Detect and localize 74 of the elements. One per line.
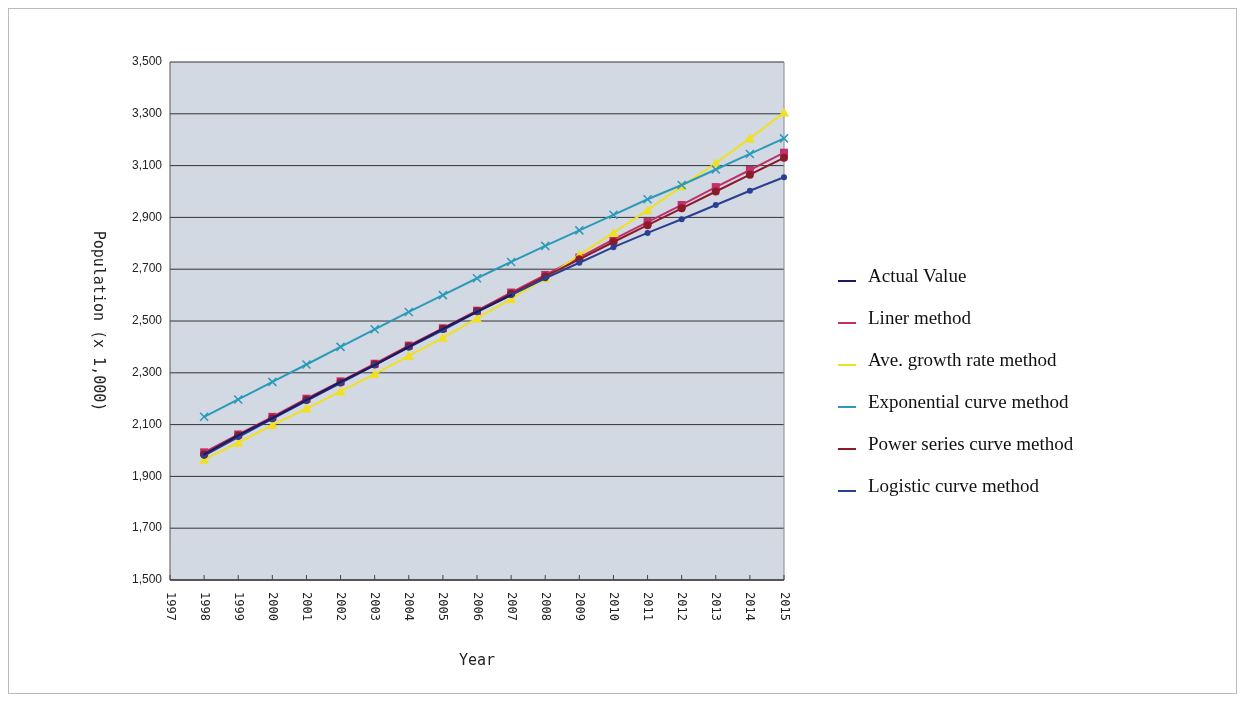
y-tick-label: 3,100 — [131, 157, 163, 172]
x-tick-label: 2012 — [675, 592, 690, 621]
x-tick-label: 2006 — [470, 592, 485, 621]
y-tick-label: 1,500 — [131, 572, 163, 587]
x-tick-label: 2003 — [368, 592, 383, 621]
point — [711, 187, 720, 196]
point — [780, 153, 788, 162]
point — [781, 174, 787, 181]
x-tick-label: 2009 — [572, 592, 587, 621]
point — [745, 149, 755, 159]
point — [267, 377, 278, 387]
point — [644, 229, 651, 236]
point — [608, 210, 619, 220]
x-tick-label: 2008 — [538, 592, 553, 621]
point — [712, 201, 719, 208]
point — [746, 187, 753, 194]
x-tick-label: 2007 — [504, 592, 519, 621]
point — [404, 307, 414, 317]
point — [642, 194, 653, 205]
x-tick-label: 1999 — [231, 592, 246, 621]
point — [678, 216, 685, 223]
point — [574, 225, 585, 236]
x-tick-label: 2004 — [402, 592, 417, 621]
point — [199, 412, 209, 422]
legend-label: Ave. growth rate method — [868, 349, 1058, 371]
y-tick-label: 1,900 — [131, 468, 163, 483]
legend-label: Liner method — [868, 307, 972, 329]
point — [677, 204, 686, 213]
x-tick-label: 2014 — [743, 592, 758, 621]
y-tick-label: 2,500 — [131, 313, 163, 328]
legend-label: Logistic curve method — [868, 475, 1040, 497]
y-tick-label: 3,300 — [131, 105, 163, 120]
x-tick-label: 2011 — [641, 592, 656, 621]
y-tick-label: 3,500 — [131, 54, 163, 69]
y-tick-label: 2,300 — [131, 364, 163, 379]
point — [301, 359, 312, 370]
x-tick-label: 2005 — [436, 592, 451, 621]
point — [403, 350, 414, 360]
x-tick-label: 2000 — [265, 592, 280, 621]
x-tick-label: 1998 — [197, 592, 212, 621]
x-tick-label: 2015 — [777, 592, 792, 621]
point — [745, 170, 754, 179]
y-tick-label: 2,100 — [131, 416, 163, 431]
legend-label: Power series curve method — [868, 433, 1074, 455]
point — [576, 259, 583, 266]
x-tick-label: 1997 — [163, 592, 178, 621]
point — [779, 107, 789, 117]
point — [369, 369, 380, 379]
point — [438, 290, 448, 300]
point — [642, 205, 653, 215]
point — [711, 164, 721, 175]
point — [369, 324, 380, 335]
y-tick-label: 2,700 — [131, 261, 163, 276]
point — [779, 133, 789, 144]
x-tick-label: 2002 — [334, 592, 349, 621]
point — [472, 273, 482, 284]
y-tick-label: 2,900 — [131, 209, 163, 224]
point — [233, 394, 243, 405]
point — [610, 244, 617, 251]
point — [301, 403, 312, 413]
point — [506, 257, 516, 267]
y-tick-label: 1,700 — [131, 520, 163, 535]
point — [540, 241, 550, 251]
x-tick-label: 2010 — [606, 592, 621, 621]
x-axis-title: Year — [458, 651, 496, 669]
legend-label: Exponential curve method — [868, 391, 1069, 413]
point — [608, 227, 619, 237]
x-tick-label: 2001 — [299, 592, 314, 621]
point — [744, 133, 755, 143]
point — [335, 342, 346, 352]
legend-label: Actual Value — [868, 265, 967, 287]
y-axis-title: Population (x 1,000) — [90, 230, 108, 412]
point — [437, 332, 448, 342]
x-tick-label: 2013 — [709, 592, 724, 621]
